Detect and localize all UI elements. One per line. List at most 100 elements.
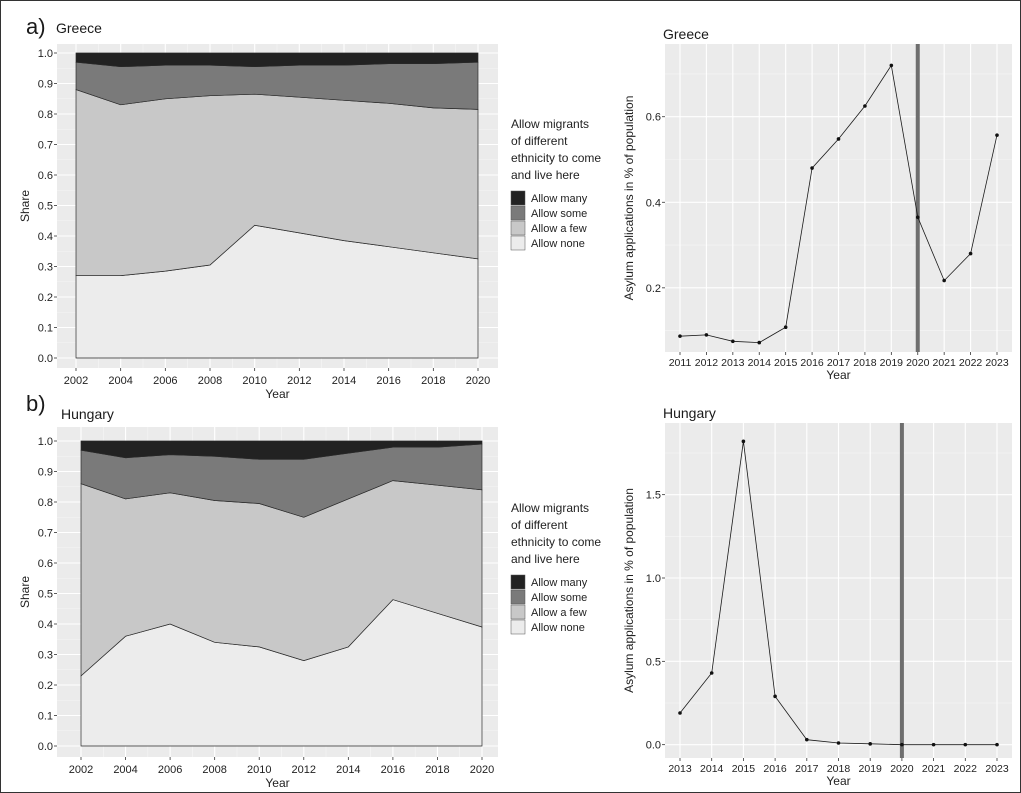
hungary-share-y-tick-label: 0.0	[38, 741, 53, 753]
hungary-share-x-tick-label: 2006	[158, 764, 182, 776]
greece-share-y-tick-label: 1.0	[38, 48, 53, 60]
greece-share-legend-title-line: of different	[511, 134, 568, 148]
hungary-asylum-data-point	[836, 741, 841, 745]
hungary-share-y-tick-label: 0.1	[38, 711, 53, 723]
greece-share-legend-label: Allow some	[531, 208, 587, 220]
hungary-share-y-tick-label: 0.6	[38, 558, 53, 570]
hungary-share-area-allow-many	[80, 440, 483, 460]
greece-share-x-tick-label: 2002	[64, 375, 88, 387]
greece-asylum-y-axis-label: Asylum applications in % of population	[622, 96, 636, 301]
hungary-asylum-x-tick-label: 2022	[954, 763, 978, 775]
greece-asylum-data-point	[968, 251, 973, 256]
greece-share-x-axis-label: Year	[265, 387, 289, 401]
greece-share-area-allow-many	[75, 52, 479, 68]
hungary-share-x-tick-label: 2008	[202, 764, 226, 776]
greece-asylum-x-tick-label: 2023	[985, 357, 1009, 369]
greece-share-x-tick-label: 2016	[376, 375, 400, 387]
greece-asylum-y-tick-label: 0.2	[646, 283, 661, 295]
hungary-asylum-data-point	[773, 694, 777, 699]
hungary-share-y-tick-label: 0.9	[38, 467, 53, 479]
hungary-asylum-x-tick-label: 2019	[859, 763, 883, 775]
hungary-share-legend-key	[510, 619, 526, 635]
greece-share-legend-title-line: ethnicity to come	[511, 151, 601, 165]
hungary-share-legend-title-line: Allow migrants	[511, 501, 589, 515]
hungary-asylum-data-point	[805, 737, 809, 742]
greece-asylum-data-point	[704, 333, 709, 337]
greece-asylum-data-point	[942, 278, 946, 283]
hungary-share-legend-label: Allow many	[531, 577, 588, 589]
greece-share-y-tick-label: 0.9	[38, 79, 53, 91]
hungary-asylum-data-point	[963, 742, 968, 747]
greece-share-legend-key	[510, 205, 526, 221]
hungary-share-y-tick-label: 0.5	[38, 589, 53, 601]
greece-asylum-data-point	[863, 104, 867, 108]
hungary-share-x-tick-label: 2002	[69, 764, 93, 776]
hungary-asylum-data-point	[678, 711, 682, 715]
hungary-asylum-x-tick-label: 2016	[763, 763, 787, 775]
greece-share-legend-label: Allow none	[531, 238, 585, 250]
greece-asylum-data-point	[678, 334, 682, 338]
hungary-share-legend-title-line: ethnicity to come	[511, 535, 601, 549]
hungary-share-y-tick-label: 0.4	[38, 619, 53, 631]
hungary-asylum-x-tick-label: 2020	[890, 763, 914, 775]
greece-asylum-data-point	[810, 166, 814, 170]
hungary-share-legend-label: Allow some	[531, 592, 587, 604]
hungary-share-legend-key	[510, 589, 526, 605]
hungary-share-x-tick-label: 2004	[113, 764, 137, 776]
greece-share-y-tick-label: 0.2	[38, 292, 53, 304]
hungary-share-legend-key	[510, 574, 526, 590]
greece-share-x-tick-label: 2014	[332, 375, 356, 387]
greece-asylum-title: Greece	[663, 26, 709, 42]
greece-asylum-data-point	[836, 137, 841, 141]
greece-asylum-data-point	[757, 340, 762, 345]
greece-asylum-x-tick-label: 2020	[906, 357, 930, 369]
hungary-share-x-tick-label: 2016	[381, 764, 405, 776]
greece-share-y-tick-label: 0.4	[38, 231, 53, 243]
greece-asylum-x-tick-label: 2017	[827, 357, 851, 369]
greece-asylum-y-tick-label: 0.6	[646, 112, 661, 124]
hungary-asylum-x-tick-label: 2018	[827, 763, 851, 775]
greece-asylum-x-tick-label: 2016	[800, 357, 824, 369]
greece-asylum-x-tick-label: 2013	[721, 357, 745, 369]
hungary-share-legend-key	[510, 604, 526, 620]
greece-share-x-tick-label: 2004	[108, 375, 132, 387]
greece-asylum-data-point	[731, 339, 735, 344]
hungary-asylum-title: Hungary	[663, 405, 716, 421]
greece-asylum-x-tick-label: 2021	[932, 357, 956, 369]
hungary-share-y-tick-label: 0.2	[38, 680, 53, 692]
hungary-asylum-data-point	[868, 742, 872, 746]
greece-asylum-x-tick-label: 2014	[748, 357, 772, 369]
greece-share-x-tick-label: 2008	[198, 375, 222, 387]
hungary-share-title: Hungary	[61, 406, 114, 422]
hungary-share-legend-title-line: and live here	[511, 552, 580, 566]
hungary-share-x-tick-label: 2020	[470, 764, 494, 776]
greece-share-x-tick-label: 2010	[242, 375, 266, 387]
hungary-asylum-x-tick-label: 2017	[795, 763, 819, 775]
greece-share-legend-label: Allow many	[531, 193, 588, 205]
hungary-asylum-data-point	[931, 742, 936, 747]
hungary-share-y-tick-label: 0.3	[38, 650, 53, 662]
hungary-asylum-data-point	[741, 439, 746, 444]
hungary-asylum-data-point	[995, 742, 999, 747]
hungary-asylum-data-point	[709, 671, 714, 675]
hungary-share-y-tick-label: 1.0	[38, 436, 53, 448]
greece-asylum-x-tick-label: 2019	[880, 357, 904, 369]
greece-asylum-x-tick-label: 2015	[774, 357, 798, 369]
hungary-share-x-tick-label: 2018	[425, 764, 449, 776]
hungary-share-x-tick-label: 2010	[247, 764, 271, 776]
greece-share-y-axis-label: Share	[18, 190, 32, 222]
hungary-asylum-y-tick-label: 1.5	[646, 490, 661, 502]
greece-share-y-tick-label: 0.5	[38, 201, 53, 213]
hungary-share-x-axis-label: Year	[265, 776, 289, 790]
greece-share-y-tick-label: 0.8	[38, 109, 53, 121]
greece-asylum-data-point	[783, 325, 788, 329]
greece-asylum-x-tick-label: 2018	[853, 357, 877, 369]
greece-share-legend-key	[510, 190, 526, 206]
hungary-asylum-x-tick-label: 2013	[668, 763, 692, 775]
hungary-share-y-axis-label: Share	[18, 576, 32, 608]
hungary-share-legend-label: Allow none	[531, 622, 585, 634]
greece-asylum-data-point	[889, 63, 894, 68]
hungary-share-x-tick-label: 2014	[336, 764, 360, 776]
hungary-share-legend-label: Allow a few	[531, 607, 587, 619]
